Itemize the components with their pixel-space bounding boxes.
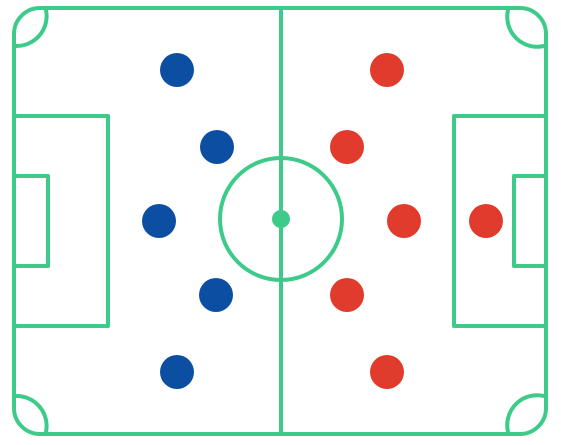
left-penalty-area (14, 114, 110, 328)
right-goal-area (512, 174, 546, 268)
center-spot (272, 210, 290, 228)
left-player-2 (200, 130, 234, 164)
left-player-1 (160, 53, 194, 87)
right-player-1 (370, 53, 404, 87)
left-goal-area (14, 174, 50, 268)
left-player-3 (142, 204, 176, 238)
right-player-5 (370, 355, 404, 389)
corner-arc-bottom-right (505, 393, 546, 434)
pitch-lines (12, 6, 548, 436)
corner-arc-bottom-left (14, 393, 49, 434)
corner-arc-top-left (14, 8, 49, 49)
team-right-players (330, 53, 503, 389)
corner-arc-top-right (505, 8, 546, 49)
team-left-players (142, 53, 234, 389)
right-penalty-area (452, 114, 546, 328)
right-player-4 (330, 278, 364, 312)
left-player-5 (160, 355, 194, 389)
right-player-6 (469, 204, 503, 238)
center-circle (218, 156, 344, 282)
left-player-4 (199, 278, 233, 312)
right-player-3 (387, 204, 421, 238)
right-player-2 (330, 130, 364, 164)
